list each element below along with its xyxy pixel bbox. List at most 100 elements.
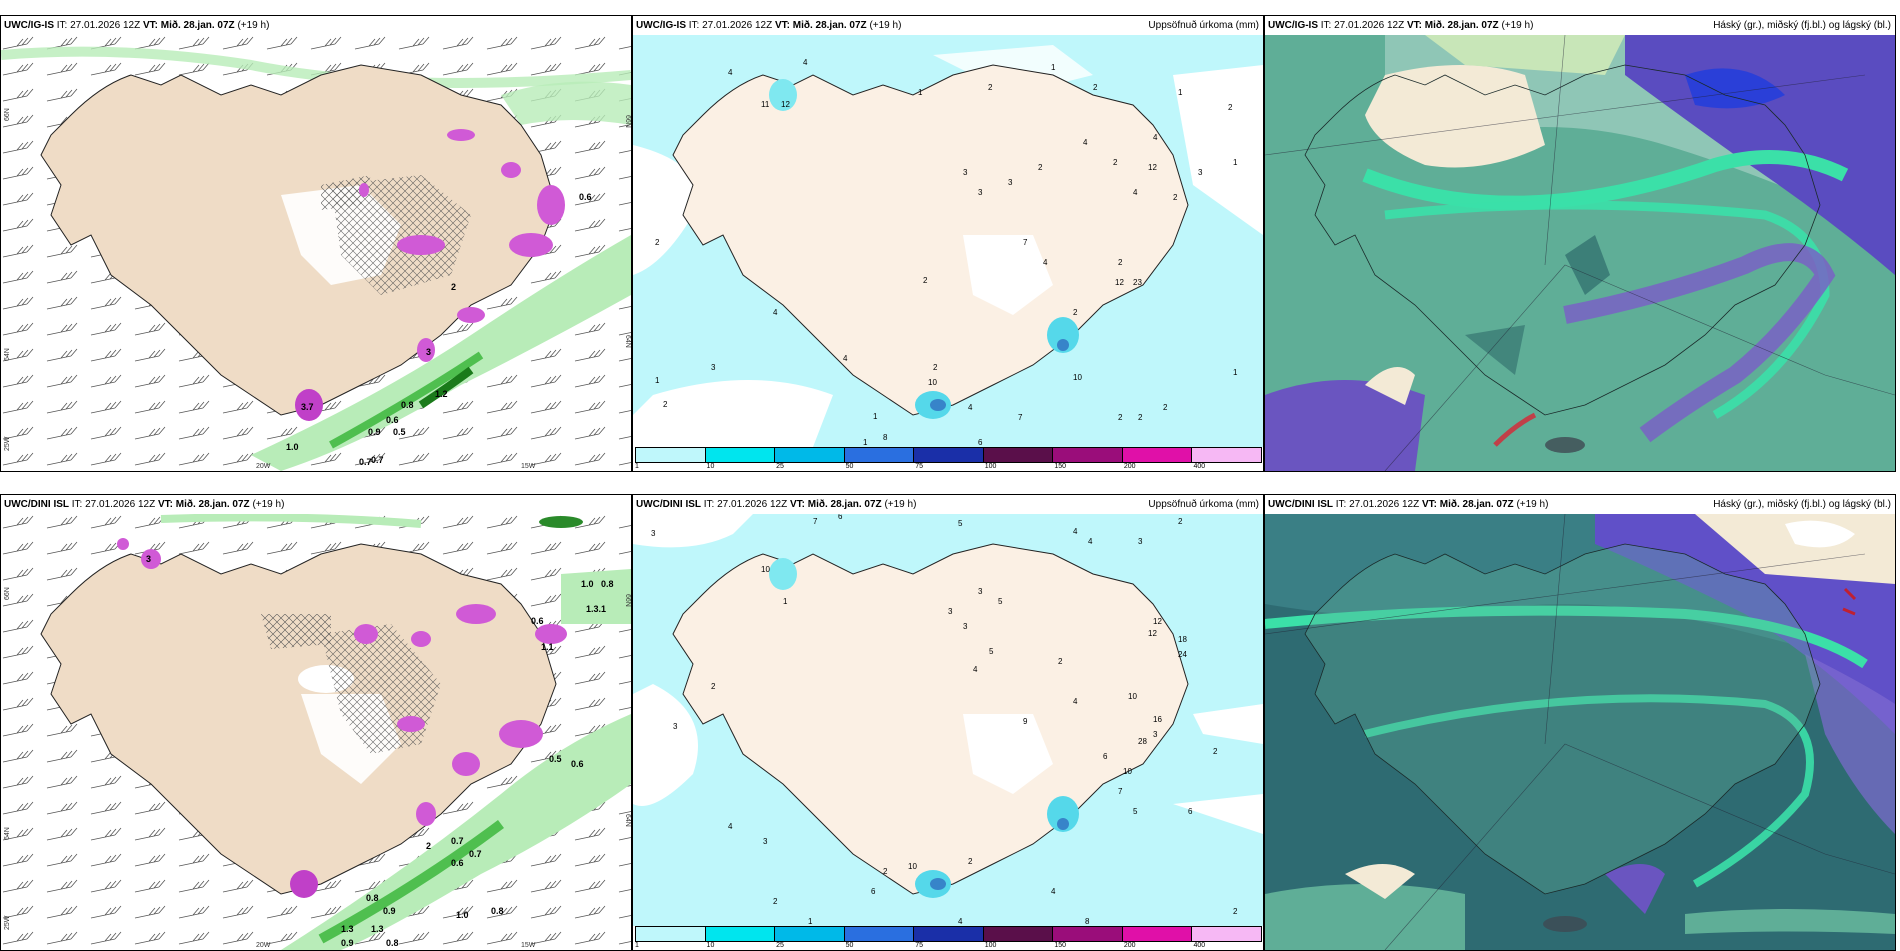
precip-value: 2 [923, 276, 928, 285]
value-label: 1.0 [581, 579, 594, 589]
precip-value: 2 [883, 867, 888, 876]
panel-header: UWC/DINI ISL IT: 27.01.2026 12Z VT: Mið.… [1, 495, 631, 514]
colorbar-tick: 50 [845, 942, 854, 949]
field-title: Uppsöfnuð úrkoma (mm) [1148, 499, 1259, 510]
init-time: IT: 27.01.2026 12Z [71, 499, 156, 510]
precip-value: 2 [933, 363, 938, 372]
precip-value: 3 [651, 529, 656, 538]
model-name: UWC/IG-IS [1268, 20, 1318, 31]
value-label: 0.5 [393, 427, 406, 437]
precip-value: 2 [1138, 413, 1143, 422]
lon-label: 20W [256, 942, 271, 949]
model-name: UWC/DINI ISL [1268, 499, 1333, 510]
panel-header: UWC/IG-IS IT: 27.01.2026 12Z VT: Mið. 28… [1265, 16, 1895, 35]
field-title: Háský (gr.), miðský (fj.bl.) og lágský (… [1713, 499, 1891, 510]
precip-value: 1 [873, 412, 878, 421]
precip-value: 10 [908, 862, 917, 871]
precip-value: 6 [838, 514, 843, 521]
value-label: 0.6 [579, 192, 592, 202]
colorbar-tick: 150 [1054, 942, 1067, 949]
colorbar-swatch [1052, 447, 1123, 463]
value-label: 0.7 [451, 836, 464, 846]
panel-dini-precip: UWC/DINI ISL IT: 27.01.2026 12Z VT: Mið.… [632, 494, 1264, 951]
precip-value: 4 [973, 665, 978, 674]
colorbar: 1 10 25 50 75 100 150 200 400 [635, 447, 1262, 470]
precip-value: 12 [1153, 617, 1162, 626]
precip-value: 2 [1058, 657, 1063, 666]
precip-value: 12 [1148, 629, 1157, 638]
precip-value: 2 [1113, 158, 1118, 167]
value-label: 0.5 [549, 754, 562, 764]
precip-value: 3 [1198, 168, 1203, 177]
valid-time: VT: Mið. 28.jan. 07Z [1406, 20, 1499, 31]
colorbar-tick: 75 [915, 463, 924, 470]
lat-label: 64N [4, 348, 11, 361]
colorbar-swatch [913, 447, 984, 463]
value-label: 0.7 [371, 455, 384, 465]
precip-value: 4 [1083, 138, 1088, 147]
value-label: 0.6 [531, 616, 544, 626]
precip-value: 12 [1115, 278, 1124, 287]
precip-value: 4 [728, 68, 733, 77]
lon-label: 20W [256, 463, 271, 470]
field-title: Uppsöfnuð úrkoma (mm) [1148, 20, 1259, 31]
value-label: 1.0 [456, 910, 469, 920]
panel-header: UWC/IG-IS IT: 27.01.2026 12Z VT: Mið. 28… [1, 16, 631, 35]
init-time: IT: 27.01.2026 12Z [1320, 20, 1405, 31]
precip-value: 5 [958, 519, 963, 528]
colorbar-tick: 400 [1193, 463, 1206, 470]
precip-value: 24 [1178, 650, 1187, 659]
colorbar-tick: 400 [1193, 942, 1206, 949]
value-label: 0.8 [366, 893, 379, 903]
value-label: 0.7 [359, 457, 372, 467]
precip-value: 3 [763, 837, 768, 846]
colorbar-tick: 25 [776, 463, 784, 470]
precip-value: 2 [1178, 517, 1183, 526]
init-time: IT: 27.01.2026 12Z [56, 20, 141, 31]
precip-value: 2 [1213, 747, 1218, 756]
precip-value: 4 [843, 354, 848, 363]
colorbar-tick: 100 [984, 463, 997, 470]
value-label: 2 [426, 841, 431, 851]
precip-value: 11 [761, 100, 770, 109]
lead-time: (+19 h) [869, 20, 902, 31]
precip-value: 2 [1228, 103, 1233, 112]
colorbar-swatch [774, 926, 845, 942]
precip-value: 2 [1163, 403, 1168, 412]
valid-time: VT: Mið. 28.jan. 07Z [157, 499, 250, 510]
value-label: 0.6 [571, 759, 584, 769]
colorbar-tick: 150 [1054, 463, 1067, 470]
precip-value: 1 [655, 376, 660, 385]
value-label: 1.3 [341, 924, 354, 934]
map-area: 3 7 6 5 4 4 3 2 10 12 1 3 3 3 5 12 18 24… [633, 514, 1263, 950]
precip-value: 2 [1118, 413, 1123, 422]
precip-value: 10 [928, 378, 937, 387]
colorbar-swatch [1191, 447, 1262, 463]
map-area: 4 4 1 2 11 12 1 2 3 3 3 2 4 2 4 4 1 12 2… [633, 35, 1263, 471]
colorbar-tick: 25 [776, 942, 784, 949]
lead-time: (+19 h) [252, 499, 285, 510]
precip-value: 10 [1128, 692, 1137, 701]
valid-time: VT: Mið. 28.jan. 07Z [789, 499, 882, 510]
precip-value: 2 [1173, 193, 1178, 202]
lat-label: 66N [4, 108, 11, 121]
panel-header: UWC/IG-IS IT: 27.01.2026 12Z VT: Mið. 28… [633, 16, 1263, 35]
precip-value: 6 [1188, 807, 1193, 816]
precip-value: 4 [1133, 188, 1138, 197]
lat-label: 64N [624, 814, 631, 827]
panel-ig-cloud: UWC/IG-IS IT: 27.01.2026 12Z VT: Mið. 28… [1264, 15, 1896, 472]
precip-value: 23 [1133, 278, 1142, 287]
precip-value: 4 [1088, 537, 1093, 546]
valid-time: VT: Mið. 28.jan. 07Z [1421, 499, 1514, 510]
colorbar-tick: 200 [1123, 463, 1136, 470]
value-label: 0.9 [341, 938, 354, 948]
precip-value: 4 [728, 822, 733, 831]
precip-value: 7 [813, 517, 818, 526]
lead-time: (+19 h) [1516, 499, 1549, 510]
colorbar-swatch [1121, 447, 1193, 463]
colorbar-swatch [1052, 926, 1123, 942]
precip-value: 4 [968, 403, 973, 412]
precip-value: 3 [1008, 178, 1013, 187]
colorbar-swatch [1121, 926, 1193, 942]
lon-label: 15W [521, 463, 536, 470]
